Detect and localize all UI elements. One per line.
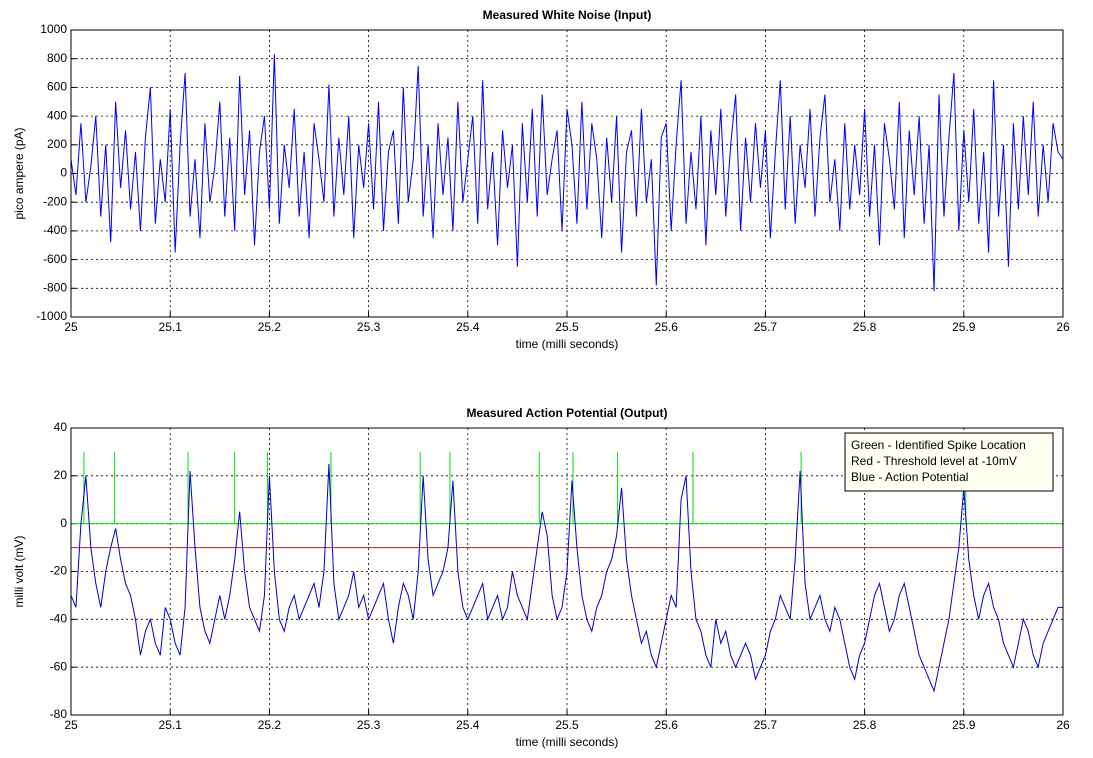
- y-tick-label: -1000: [36, 309, 67, 323]
- y-tick-label: -40: [50, 612, 68, 626]
- y-tick-label: 0: [60, 516, 67, 530]
- y-tick-label: -60: [50, 659, 68, 673]
- x-tick-label: 25.9: [952, 320, 976, 334]
- chart-title: Measured Action Potential (Output): [467, 406, 668, 420]
- y-tick-label: 800: [47, 51, 67, 65]
- y-tick-label: -20: [50, 564, 68, 578]
- y-axis-label: milli volt (mV): [12, 536, 26, 608]
- x-tick-label: 25.6: [655, 320, 679, 334]
- x-tick-label: 25.3: [357, 718, 381, 732]
- x-tick-label: 25.4: [456, 320, 480, 334]
- y-tick-label: 600: [47, 80, 67, 94]
- y-tick-label: 1000: [40, 22, 67, 36]
- y-tick-label: -800: [43, 280, 67, 294]
- axes-frame: [70, 29, 1064, 318]
- y-tick-label: -200: [43, 194, 67, 208]
- y-axis-label: pico ampere (pA): [12, 127, 26, 219]
- x-tick-label: 26: [1056, 718, 1070, 732]
- x-tick-label: 26: [1056, 320, 1070, 334]
- axes-frame: [70, 427, 1064, 716]
- chart-title: Measured White Noise (Input): [483, 8, 652, 22]
- x-tick-label: 25.6: [655, 718, 679, 732]
- x-tick-label: 25.8: [853, 718, 877, 732]
- x-axis-label: time (milli seconds): [516, 337, 619, 351]
- legend-entry: Green - Identified Spike Location: [851, 438, 1026, 452]
- x-tick-label: 25.1: [159, 320, 183, 334]
- x-tick-label: 25.9: [952, 718, 976, 732]
- x-axis-label: time (milli seconds): [516, 735, 619, 749]
- x-tick-label: 25.1: [159, 718, 183, 732]
- data-line: [70, 54, 1064, 292]
- x-tick-label: 25.5: [555, 320, 579, 334]
- x-tick-label: 25.3: [357, 320, 381, 334]
- y-tick-label: 40: [54, 420, 68, 434]
- x-tick-label: 25.5: [555, 718, 579, 732]
- y-tick-label: 200: [47, 137, 67, 151]
- y-tick-label: -80: [50, 707, 68, 721]
- x-tick-label: 25: [64, 320, 78, 334]
- x-tick-label: 25: [64, 718, 78, 732]
- x-tick-label: 25.7: [754, 718, 778, 732]
- y-tick-label: 400: [47, 108, 67, 122]
- legend-entry: Blue - Action Potential: [851, 470, 968, 484]
- x-tick-label: 25.4: [456, 718, 480, 732]
- x-tick-label: 25.7: [754, 320, 778, 334]
- data-line: [70, 463, 1063, 693]
- legend-box: [844, 432, 1054, 492]
- legend-entry: Red - Threshold level at -10mV: [851, 454, 1017, 468]
- y-tick-label: -400: [43, 223, 67, 237]
- y-tick-label: -600: [43, 252, 67, 266]
- x-tick-label: 25.2: [258, 320, 282, 334]
- y-tick-label: 0: [60, 166, 67, 180]
- x-tick-label: 25.8: [853, 320, 877, 334]
- y-tick-label: 20: [54, 468, 68, 482]
- x-tick-label: 25.2: [258, 718, 282, 732]
